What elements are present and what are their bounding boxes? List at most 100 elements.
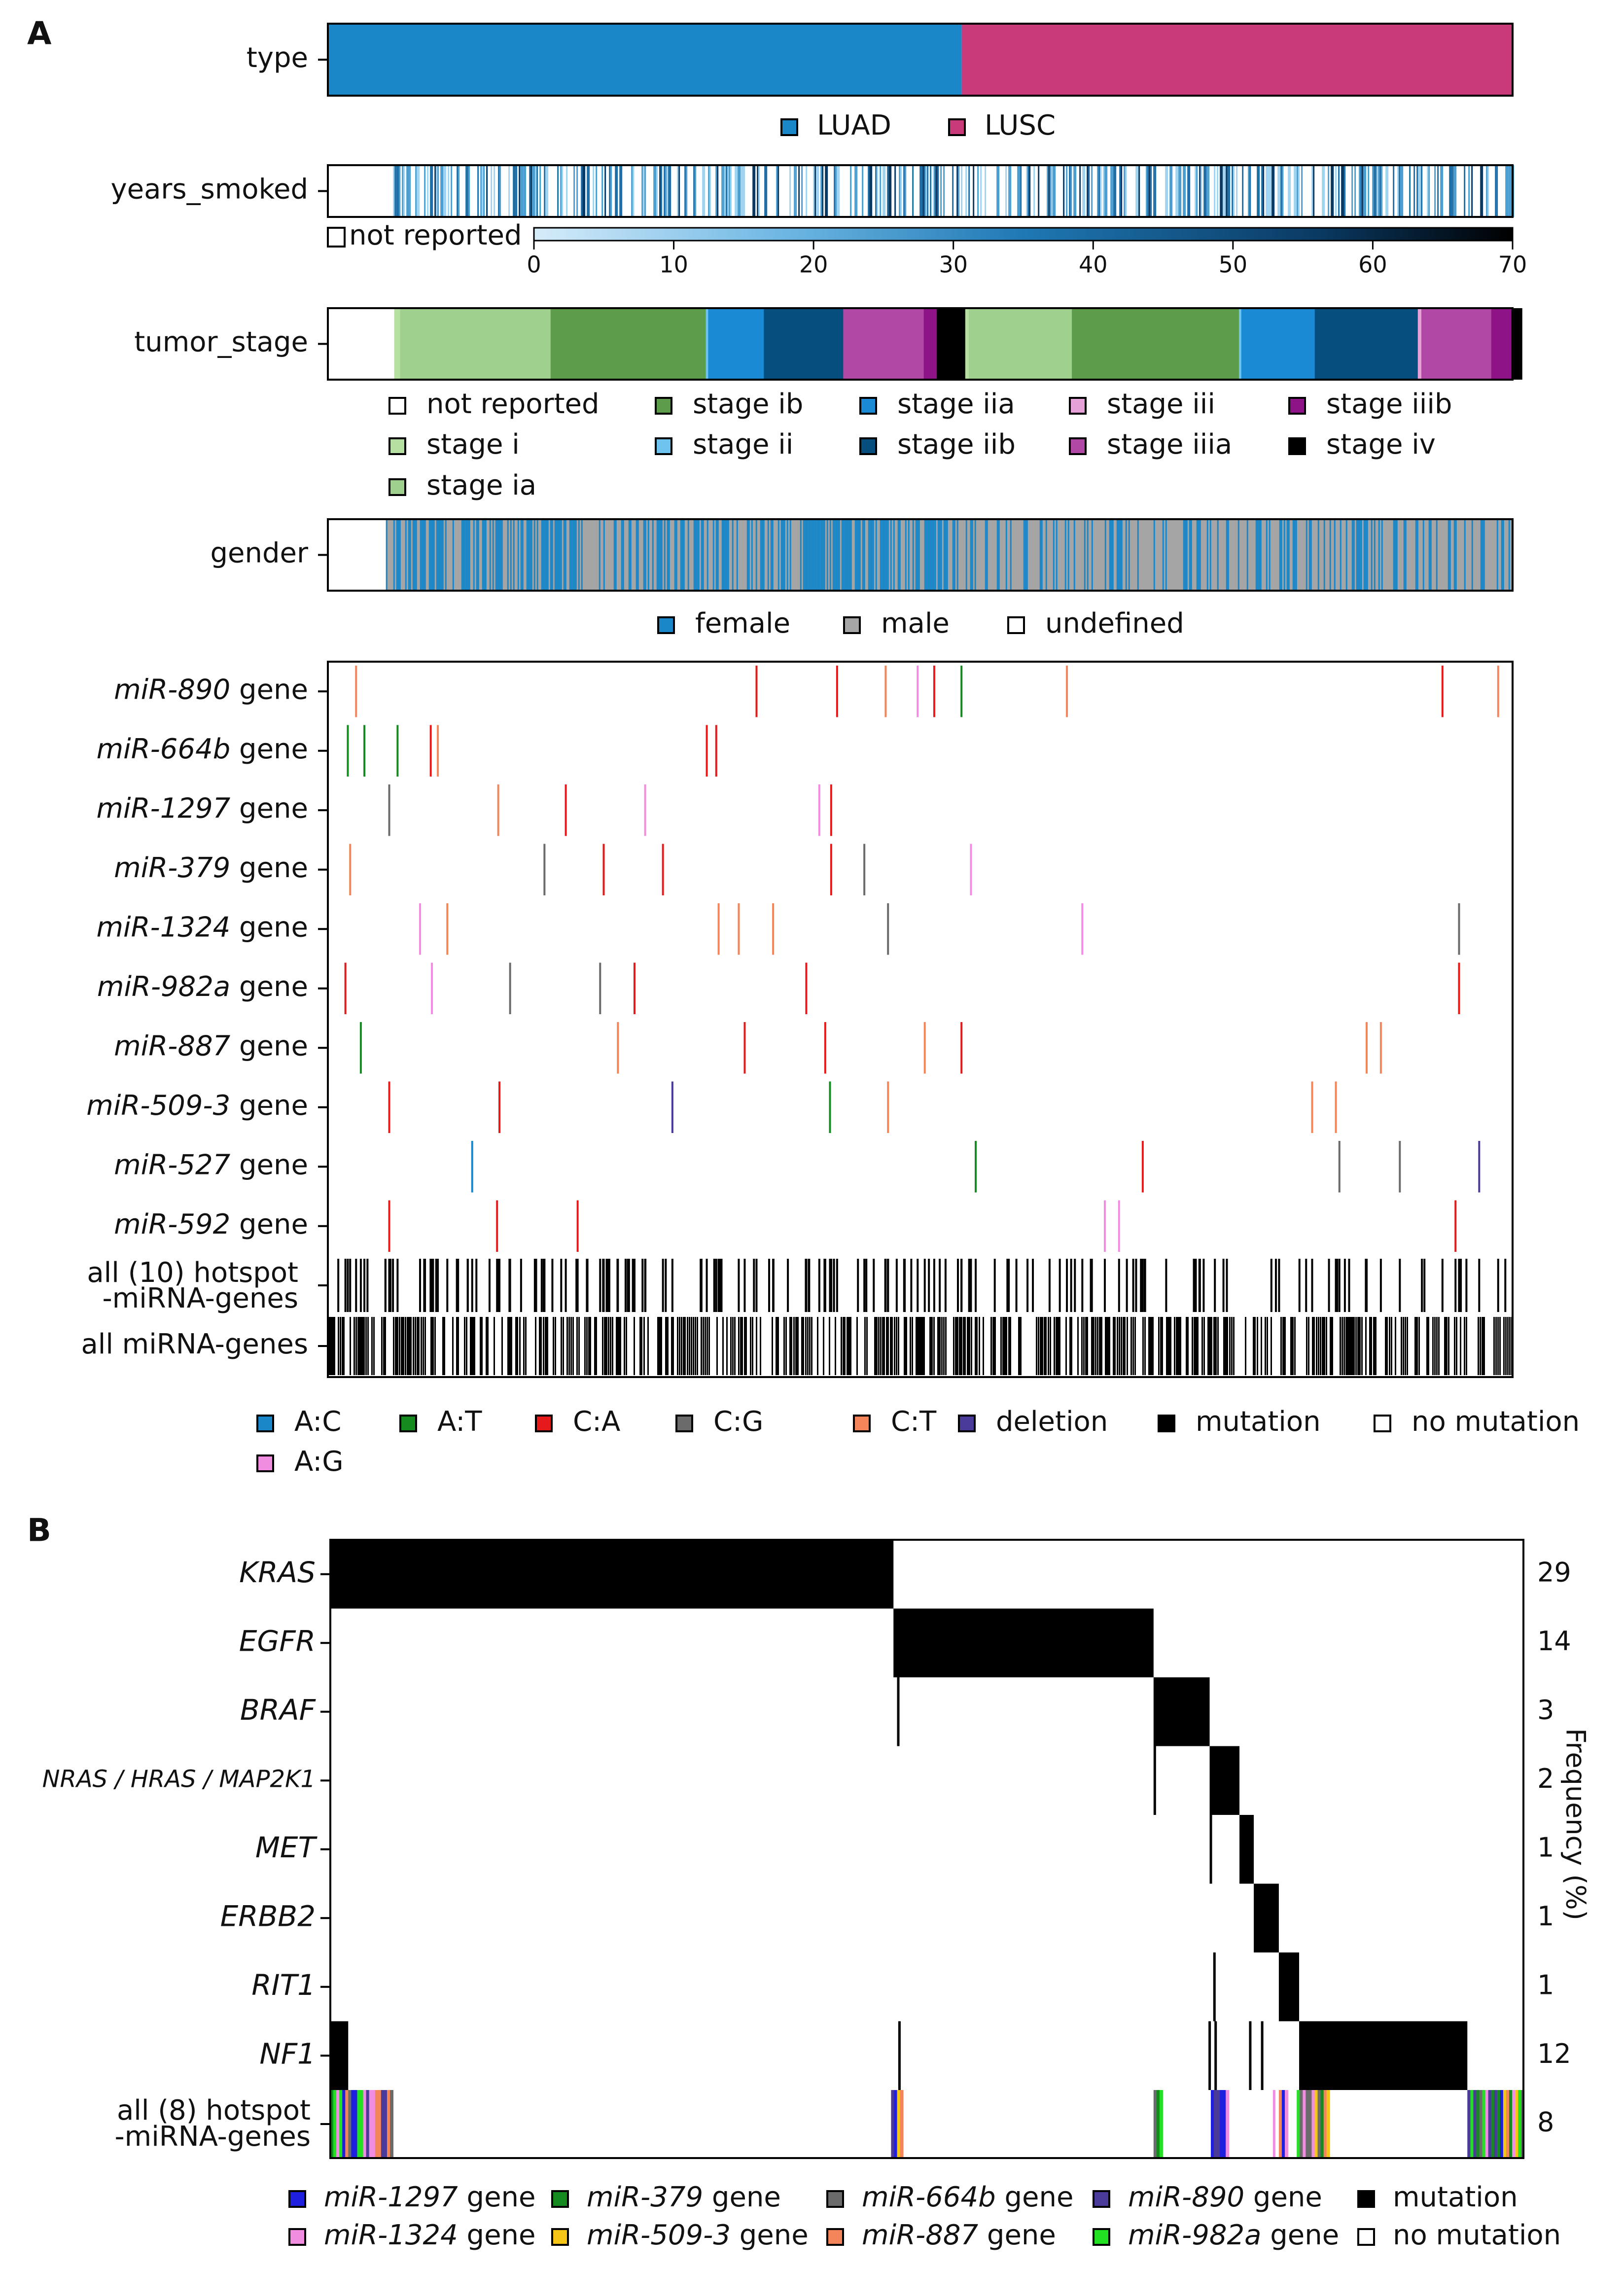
hotspot-gene-mark — [1153, 2090, 1157, 2158]
gender-female-bar — [473, 519, 475, 591]
all-mirna-row-label: all miRNA-genes — [81, 1328, 308, 1360]
mutation-mark-C-T — [738, 903, 740, 955]
years-smoked-bar — [1223, 165, 1226, 217]
gender-female-bar — [1198, 519, 1200, 591]
legend-swatch-lusc — [948, 118, 966, 136]
years-smoked-bar — [834, 165, 836, 217]
years-smoked-bar — [1169, 165, 1173, 217]
years-smoked-bar — [838, 165, 840, 217]
gender-female-bar — [974, 519, 976, 591]
all-mirna-mutation-mark — [1004, 1317, 1007, 1375]
all-mirna-mutation-mark — [1495, 1317, 1497, 1375]
mutation-mark-C-A — [743, 1022, 746, 1074]
type-track-label: type — [247, 42, 308, 74]
years-smoked-bar — [418, 165, 420, 217]
years-smoked-bar — [1196, 165, 1198, 217]
all-mirna-mutation-mark — [464, 1317, 465, 1375]
legend-swatch-luad — [780, 118, 798, 136]
years-smoked-bar — [581, 165, 583, 217]
hotspot-mutation-mark — [1074, 1259, 1076, 1312]
mutation-mark-C-G — [543, 844, 546, 895]
gender-female-bar — [998, 519, 1000, 591]
gender-female-bar — [507, 519, 509, 591]
hotspot-mutation-mark — [1454, 1259, 1457, 1312]
all-mirna-mutation-mark — [1160, 1317, 1163, 1375]
years-smoked-bar — [1147, 165, 1149, 217]
mutation-mark-C-G — [1458, 903, 1460, 955]
years-smoked-bar — [1421, 165, 1423, 217]
legend-swatch-A-G — [256, 1454, 274, 1472]
years-smoked-bar — [1029, 165, 1031, 217]
years-smoked-bar — [483, 165, 485, 217]
years-smoked-bar — [523, 165, 527, 217]
gender-female-bar — [899, 519, 901, 591]
mirna-row-label: miR-982a gene — [97, 971, 308, 1003]
gender-female-bar — [575, 519, 577, 591]
all-mirna-mutation-mark — [417, 1317, 420, 1375]
years-smoked-bar — [557, 165, 559, 217]
hotspot-mutation-mark — [641, 1259, 644, 1312]
gender-female-bar — [520, 519, 522, 591]
gender-female-bar — [953, 519, 955, 591]
years-smoked-bar — [1360, 165, 1362, 217]
hotspot-gene-mark — [384, 2090, 388, 2158]
hotspot-gene-mark — [1509, 2090, 1513, 2158]
years-smoked-bar — [1471, 165, 1473, 217]
all-mirna-mutation-mark — [1466, 1317, 1467, 1375]
legend-swatch-stage-iia — [859, 397, 877, 415]
legend-swatch-C-A — [535, 1415, 553, 1432]
years-smoked-bar — [1399, 165, 1401, 217]
gender-female-bar — [789, 519, 791, 591]
hotspot-mutation-mark — [975, 1259, 977, 1312]
all-mirna-mutation-mark — [563, 1317, 564, 1375]
legend-swatch-stage-iii — [1069, 397, 1087, 415]
gender-female-bar — [423, 519, 424, 591]
mutation-mark-C-A — [388, 1081, 390, 1133]
years-smoked-bar — [1495, 165, 1497, 217]
hotspot-mutation-mark — [349, 1259, 352, 1312]
years-smoked-bar — [1387, 165, 1389, 217]
all-mirna-mutation-mark — [578, 1317, 580, 1375]
hotspot-mutation-mark — [939, 1259, 941, 1312]
legend-label-not-reported: not reported — [426, 388, 600, 420]
not-reported-label: not reported — [349, 219, 522, 251]
years-smoked-bar — [1277, 165, 1281, 217]
gender-female-bar — [985, 519, 987, 591]
hotspot-mutation-mark — [857, 1259, 859, 1312]
all-mirna-mutation-mark — [1186, 1317, 1189, 1375]
gender-female-bar — [1237, 519, 1239, 591]
all-mirna-mutation-mark — [941, 1317, 943, 1375]
years-smoked-bar — [1233, 165, 1235, 217]
gender-female-bar — [664, 519, 666, 591]
gender-female-bar — [551, 519, 553, 591]
hotspot-mutation-mark — [1066, 1259, 1068, 1312]
all-mirna-mutation-mark — [405, 1317, 406, 1375]
all-mirna-mutation-mark — [1150, 1317, 1153, 1375]
tumor-stage-segment-stage-i — [394, 308, 401, 380]
gender-female-bar — [1026, 519, 1028, 591]
gene-mutation-mark — [1209, 1815, 1212, 1884]
hotspot-gene-mark — [894, 2090, 898, 2158]
all-mirna-mutation-mark — [604, 1317, 607, 1375]
all-mirna-mutation-mark — [1340, 1317, 1341, 1375]
all-mirna-mutation-mark — [1201, 1317, 1203, 1375]
mutation-mark-C-G — [509, 962, 511, 1014]
hotspot-mutation-mark — [665, 1259, 667, 1312]
years-smoked-bar — [1378, 165, 1380, 217]
mutation-mark-C-A — [565, 784, 567, 836]
years-smoked-bar — [436, 165, 438, 217]
mirna-row-label: miR-887 gene — [114, 1030, 308, 1062]
tumor-stage-segment-stage-i — [965, 308, 969, 380]
all-mirna-mutation-mark — [1436, 1317, 1438, 1375]
hotspot-mutation-mark — [993, 1259, 996, 1312]
years-smoked-bar — [1183, 165, 1186, 217]
hotspot-mutation-mark — [1135, 1259, 1137, 1312]
all-mirna-mutation-mark — [1361, 1317, 1363, 1375]
all-mirna-mutation-mark — [334, 1317, 335, 1375]
mutation-mark-A-G — [431, 962, 433, 1014]
all-mirna-mutation-mark — [403, 1317, 404, 1375]
all-mirna-mutation-mark — [1265, 1317, 1266, 1375]
all-mirna-mutation-mark — [835, 1317, 836, 1375]
hotspot-gene-mark — [1214, 2090, 1218, 2158]
hotspot-mutation-mark — [865, 1259, 868, 1312]
